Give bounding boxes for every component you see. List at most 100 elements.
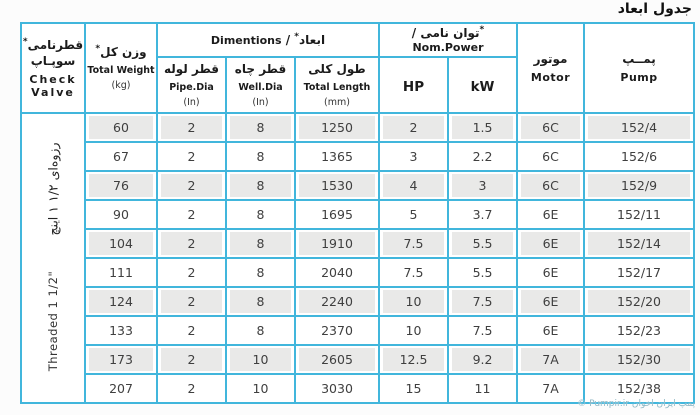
cell-weight: 133 bbox=[84, 315, 158, 346]
cell-total-length: 3030 bbox=[294, 373, 380, 404]
cell-pipe-dia: 2 bbox=[156, 112, 227, 143]
cell-pump: 152/38 bbox=[583, 373, 696, 404]
pipe-dia-fa: قطر لوله bbox=[163, 61, 219, 76]
cell-motor: 7A bbox=[516, 344, 586, 375]
cell-well-dia: 8 bbox=[225, 286, 296, 317]
cell-total-length: 1250 bbox=[294, 112, 380, 143]
dimensions-group-en: Dimentions bbox=[210, 34, 282, 47]
cell-well-dia: 8 bbox=[225, 112, 296, 143]
table-row: 111 2 8 2040 7.5 5.5 6E 152/17 bbox=[21, 257, 696, 288]
well-dia-en: Well.Dia bbox=[238, 81, 283, 93]
cell-weight: 67 bbox=[84, 141, 158, 172]
cell-weight: 76 bbox=[84, 170, 158, 201]
cell-hp: 15 bbox=[378, 373, 449, 404]
cell-pipe-dia: 2 bbox=[156, 170, 227, 201]
cell-hp: 3 bbox=[378, 141, 449, 172]
header-total-length: طول کلی Total Length (mm) bbox=[294, 56, 380, 114]
check-valve-label-en2: Valve bbox=[31, 86, 75, 99]
separator: / bbox=[281, 33, 295, 47]
cell-hp: 7.5 bbox=[378, 257, 449, 288]
pipe-dia-unit: (In) bbox=[183, 96, 200, 108]
header-pump: پمــپ Pump bbox=[583, 22, 696, 114]
header-kw: kW bbox=[446, 56, 519, 114]
cell-well-dia: 8 bbox=[225, 228, 296, 259]
cell-pump: 152/9 bbox=[583, 170, 696, 201]
check-valve-label-fa2: سوپـاپ bbox=[30, 54, 76, 68]
cell-weight: 90 bbox=[84, 199, 158, 230]
cell-motor: 6E bbox=[516, 257, 586, 288]
table-row: 133 2 8 2370 10 7.5 6E 152/23 bbox=[21, 315, 696, 346]
cell-pump: 152/17 bbox=[583, 257, 696, 288]
dimensions-group-fa: ابعاد bbox=[299, 33, 326, 47]
cell-pump: 152/30 bbox=[583, 344, 696, 375]
pipe-dia-en: Pipe.Dia bbox=[169, 81, 214, 93]
cell-well-dia: 8 bbox=[225, 257, 296, 288]
header-motor: موتور Motor bbox=[516, 22, 586, 114]
cell-pipe-dia: 2 bbox=[156, 344, 227, 375]
pump-label-fa: پمــپ bbox=[622, 52, 656, 66]
dimensions-table: قطرنامی* سوپـاپ Check Valve وزن کل* Tota… bbox=[20, 22, 696, 404]
well-dia-fa: قطر چاه bbox=[234, 61, 287, 76]
header-total-weight: وزن کل* Total Weight (kg) bbox=[84, 22, 158, 114]
total-weight-label-fa: وزن کل bbox=[100, 44, 147, 59]
cell-hp: 2 bbox=[378, 112, 449, 143]
total-weight-unit: (kg) bbox=[111, 79, 131, 91]
cell-total-length: 2040 bbox=[294, 257, 380, 288]
cell-motor: 6C bbox=[516, 141, 586, 172]
total-length-fa: طول کلی bbox=[308, 61, 366, 76]
cell-pipe-dia: 2 bbox=[156, 228, 227, 259]
cell-pump: 152/11 bbox=[583, 199, 696, 230]
total-length-unit: (mm) bbox=[324, 96, 350, 108]
footnote-asterisk: * bbox=[22, 37, 28, 47]
motor-label-fa: موتور bbox=[533, 52, 568, 66]
cell-kw: 5.5 bbox=[446, 257, 519, 288]
cell-well-dia: 10 bbox=[225, 373, 296, 404]
cell-kw: 7.5 bbox=[446, 315, 519, 346]
cell-total-length: 1530 bbox=[294, 170, 380, 201]
cell-kw: 5.5 bbox=[446, 228, 519, 259]
header-well-dia: قطر چاه Well.Dia (In) bbox=[225, 56, 296, 114]
table-row: 76 2 8 1530 4 3 6C 152/9 bbox=[21, 170, 696, 201]
cell-weight: 173 bbox=[84, 344, 158, 375]
cell-motor: 6E bbox=[516, 199, 586, 230]
page-title: جدول ابعاد bbox=[617, 1, 692, 17]
kw-label: kW bbox=[470, 78, 495, 95]
cell-weight: 60 bbox=[84, 112, 158, 143]
cell-pipe-dia: 2 bbox=[156, 199, 227, 230]
cell-well-dia: 8 bbox=[225, 315, 296, 346]
cell-kw: 9.2 bbox=[446, 344, 519, 375]
table-body: رزوه‌ای ۱/۲ ۱ اینچ Threaded 1 1/2" 60 2 8 125… bbox=[20, 112, 696, 404]
cell-well-dia: 8 bbox=[225, 141, 296, 172]
pump-label-en: Pump bbox=[620, 71, 658, 84]
cell-well-dia: 10 bbox=[225, 344, 296, 375]
cell-motor: 6E bbox=[516, 228, 586, 259]
total-length-en: Total Length bbox=[303, 81, 371, 93]
hp-label: HP bbox=[402, 78, 425, 95]
header-check-valve: قطرنامی* سوپـاپ Check Valve bbox=[20, 22, 86, 114]
table-row: 104 2 8 1910 7.5 5.5 6E 152/14 bbox=[21, 228, 696, 259]
cell-kw: 3.7 bbox=[446, 199, 519, 230]
cell-pump: 152/20 bbox=[583, 286, 696, 317]
cell-hp: 10 bbox=[378, 286, 449, 317]
check-valve-size-farsi: رزوه‌ای ۱/۲ ۱ اینچ bbox=[45, 142, 61, 236]
cell-pump: 152/6 bbox=[583, 141, 696, 172]
table-row: 124 2 8 2240 10 7.5 6E 152/20 bbox=[21, 286, 696, 317]
separator: / bbox=[411, 26, 421, 40]
cell-hp: 10 bbox=[378, 315, 449, 346]
watermark-persian: پمپ ایران اخوان bbox=[631, 399, 695, 409]
cell-well-dia: 8 bbox=[225, 199, 296, 230]
cell-total-length: 2370 bbox=[294, 315, 380, 346]
cell-motor: 6C bbox=[516, 170, 586, 201]
cell-kw: 1.5 bbox=[446, 112, 519, 143]
table-row: 67 2 8 1365 3 2.2 6C 152/6 bbox=[21, 141, 696, 172]
header-pipe-dia: قطر لوله Pipe.Dia (In) bbox=[156, 56, 227, 114]
table-row: 173 2 10 2605 12.5 9.2 7A 152/30 bbox=[21, 344, 696, 375]
cell-kw: 7.5 bbox=[446, 286, 519, 317]
cell-motor: 7A bbox=[516, 373, 586, 404]
footnote-asterisk: * bbox=[479, 25, 485, 35]
cell-hp: 12.5 bbox=[378, 344, 449, 375]
cell-pipe-dia: 2 bbox=[156, 373, 227, 404]
check-valve-body-cell: رزوه‌ای ۱/۲ ۱ اینچ Threaded 1 1/2" bbox=[20, 112, 86, 404]
well-dia-unit: (In) bbox=[252, 96, 269, 108]
